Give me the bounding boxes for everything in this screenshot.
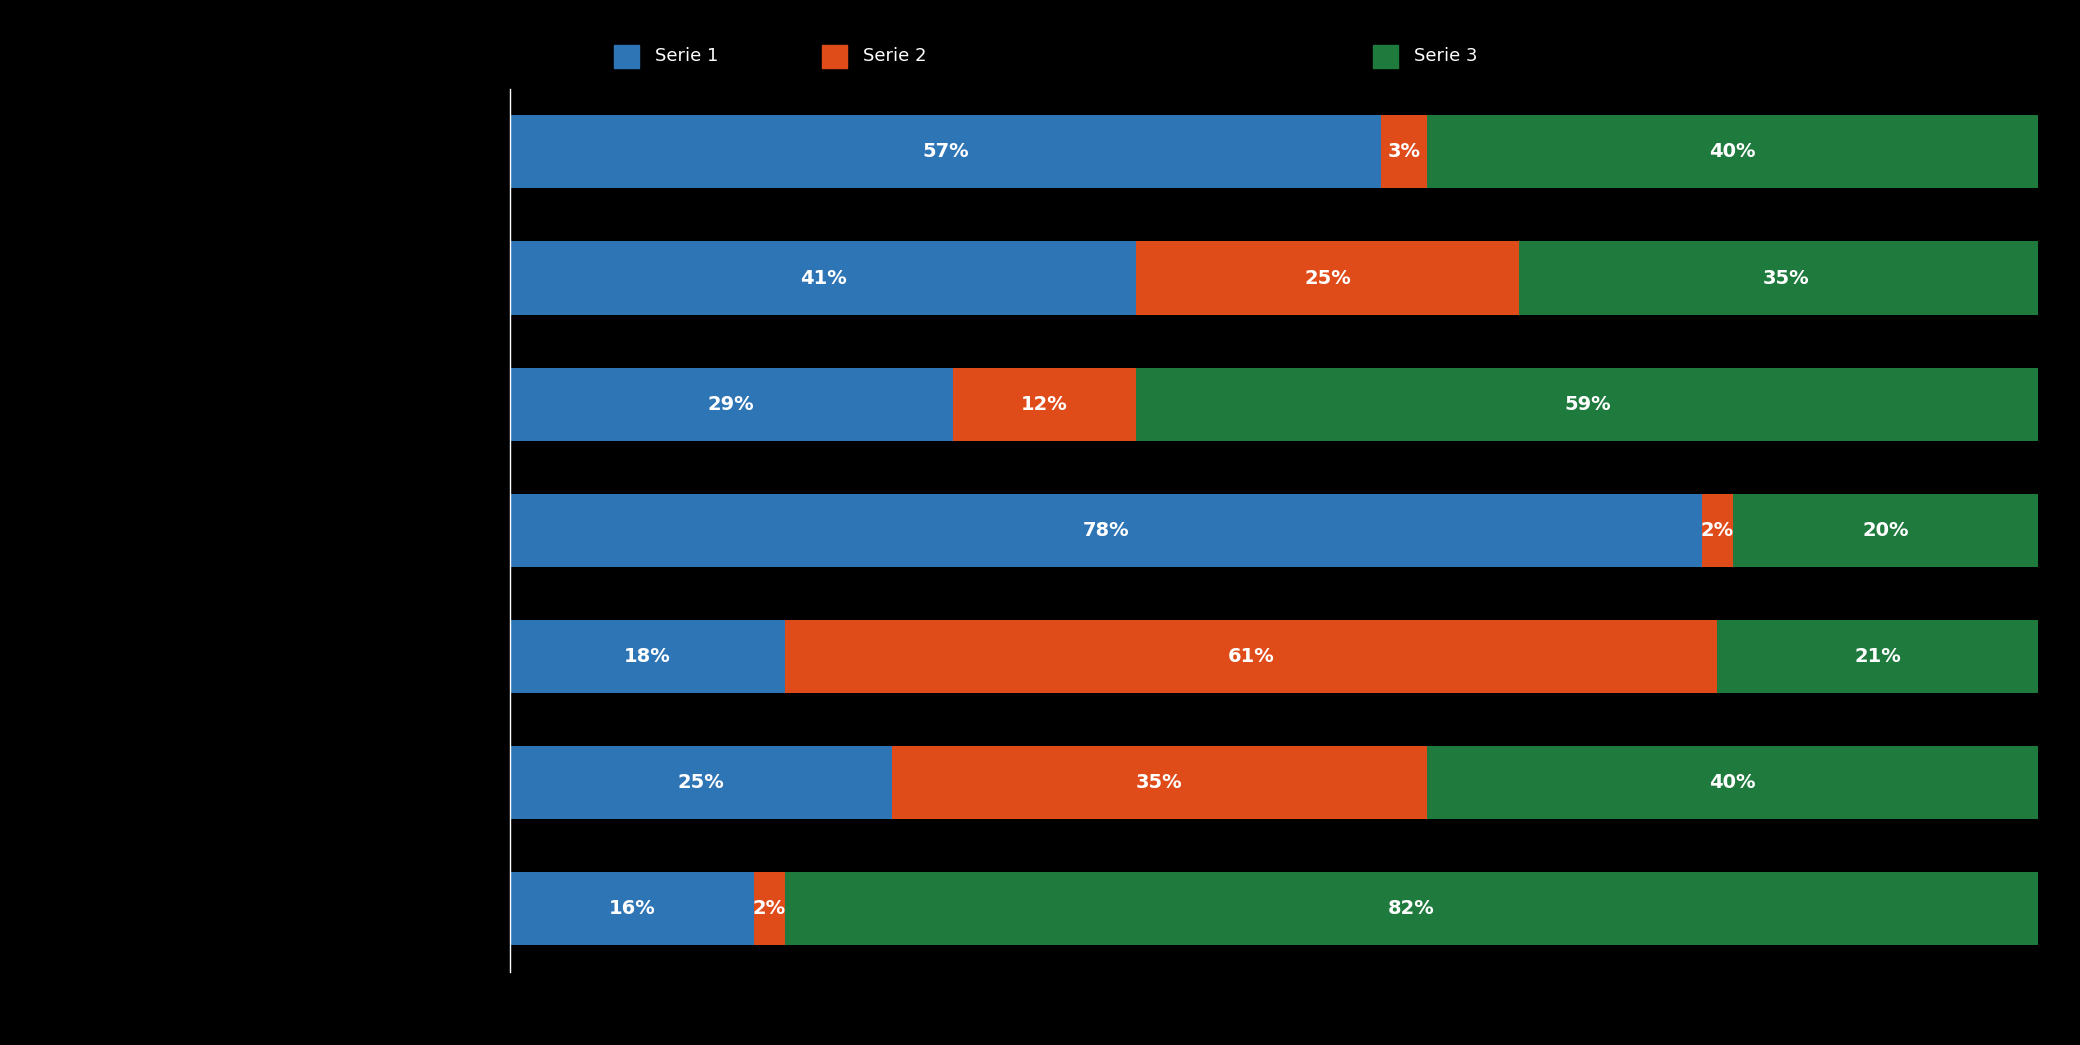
Bar bbox=[1518, 241, 2053, 315]
Bar bbox=[1701, 493, 1733, 567]
Bar bbox=[510, 493, 1701, 567]
Bar bbox=[510, 620, 784, 693]
Text: 12%: 12% bbox=[1021, 395, 1067, 414]
Text: 16%: 16% bbox=[609, 900, 655, 919]
Text: 78%: 78% bbox=[1082, 520, 1129, 540]
Bar bbox=[784, 620, 1718, 693]
Text: Serie 1: Serie 1 bbox=[655, 47, 718, 66]
Text: 2%: 2% bbox=[753, 900, 786, 919]
Text: 18%: 18% bbox=[624, 647, 670, 666]
Text: 29%: 29% bbox=[707, 395, 755, 414]
Text: 25%: 25% bbox=[678, 773, 724, 792]
Bar bbox=[1427, 746, 2038, 819]
Text: 40%: 40% bbox=[1710, 142, 1756, 161]
Text: 82%: 82% bbox=[1387, 900, 1435, 919]
Text: Serie 3: Serie 3 bbox=[1414, 47, 1479, 66]
Bar bbox=[1136, 368, 2038, 441]
Bar bbox=[510, 115, 1381, 188]
Bar bbox=[755, 873, 784, 946]
Bar bbox=[784, 873, 2038, 946]
Bar bbox=[510, 873, 755, 946]
Text: 35%: 35% bbox=[1136, 773, 1184, 792]
Text: 61%: 61% bbox=[1227, 647, 1275, 666]
Text: 21%: 21% bbox=[1855, 647, 1901, 666]
Bar bbox=[510, 368, 953, 441]
Bar bbox=[1136, 241, 1518, 315]
Bar bbox=[1427, 115, 2038, 188]
Bar bbox=[1733, 493, 2038, 567]
Text: 35%: 35% bbox=[1764, 269, 1810, 287]
Text: 40%: 40% bbox=[1710, 773, 1756, 792]
Text: 41%: 41% bbox=[799, 269, 847, 287]
Bar bbox=[510, 746, 892, 819]
Bar bbox=[953, 368, 1136, 441]
Bar bbox=[892, 746, 1427, 819]
Text: 2%: 2% bbox=[1701, 520, 1735, 540]
Bar bbox=[1718, 620, 2038, 693]
Text: 20%: 20% bbox=[1862, 520, 1909, 540]
Text: 59%: 59% bbox=[1564, 395, 1610, 414]
Text: Serie 2: Serie 2 bbox=[863, 47, 928, 66]
Bar bbox=[1381, 115, 1427, 188]
Text: 3%: 3% bbox=[1387, 142, 1421, 161]
Bar bbox=[510, 241, 1136, 315]
Text: 57%: 57% bbox=[921, 142, 969, 161]
Text: 25%: 25% bbox=[1304, 269, 1350, 287]
